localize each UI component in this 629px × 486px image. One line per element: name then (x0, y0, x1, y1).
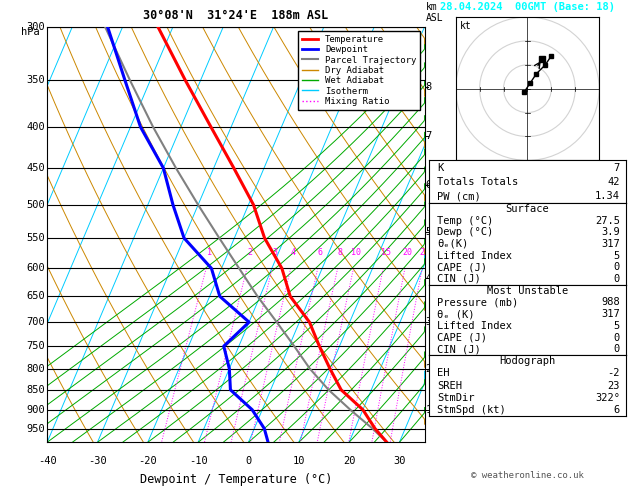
Text: 27.5: 27.5 (595, 216, 620, 226)
Text: Totals Totals: Totals Totals (437, 177, 518, 187)
Text: 317: 317 (601, 309, 620, 319)
Text: 500: 500 (26, 200, 45, 210)
Text: 800: 800 (26, 364, 45, 374)
Text: 42: 42 (608, 177, 620, 187)
Text: SREH: SREH (437, 381, 462, 391)
Text: 650: 650 (26, 291, 45, 301)
Text: 900: 900 (26, 405, 45, 415)
Text: 20: 20 (402, 247, 412, 257)
Text: 750: 750 (26, 341, 45, 351)
Text: 8: 8 (426, 82, 432, 92)
Text: 7: 7 (614, 162, 620, 173)
Text: 550: 550 (26, 233, 45, 243)
Text: PW (cm): PW (cm) (437, 191, 481, 201)
Text: 300: 300 (26, 22, 45, 32)
Text: kt: kt (460, 21, 472, 31)
Text: 2: 2 (426, 364, 432, 374)
Text: 30: 30 (393, 455, 406, 466)
Text: 0: 0 (245, 455, 252, 466)
Text: 4: 4 (426, 273, 432, 282)
Text: StmSpd (kt): StmSpd (kt) (437, 405, 506, 415)
Text: 23: 23 (608, 381, 620, 391)
Text: 28.04.2024  00GMT (Base: 18): 28.04.2024 00GMT (Base: 18) (440, 2, 615, 12)
Text: 5: 5 (426, 226, 432, 237)
Legend: Temperature, Dewpoint, Parcel Trajectory, Dry Adiabat, Wet Adiabat, Isotherm, Mi: Temperature, Dewpoint, Parcel Trajectory… (298, 31, 420, 109)
Text: -40: -40 (38, 455, 57, 466)
Text: -20: -20 (138, 455, 157, 466)
Text: K: K (437, 162, 443, 173)
Text: StmDir: StmDir (437, 393, 474, 403)
Text: 350: 350 (26, 75, 45, 86)
Text: 7: 7 (426, 132, 432, 141)
Text: 322°: 322° (595, 393, 620, 403)
Text: 3.9: 3.9 (601, 227, 620, 237)
Text: CAPE (J): CAPE (J) (437, 332, 487, 343)
Text: Dewpoint / Temperature (°C): Dewpoint / Temperature (°C) (140, 473, 332, 486)
Text: 8: 8 (338, 247, 343, 257)
Text: 850: 850 (26, 385, 45, 395)
Text: © weatheronline.co.uk: © weatheronline.co.uk (471, 471, 584, 480)
Text: CIN (J): CIN (J) (437, 345, 481, 354)
Text: 5: 5 (614, 321, 620, 331)
Text: Hodograph: Hodograph (499, 356, 555, 366)
Text: 0: 0 (614, 274, 620, 284)
Text: km
ASL: km ASL (426, 2, 443, 23)
Text: 988: 988 (601, 297, 620, 308)
Text: 10: 10 (351, 247, 361, 257)
Text: 400: 400 (26, 122, 45, 132)
Text: 700: 700 (26, 317, 45, 327)
Text: 1.34: 1.34 (595, 191, 620, 201)
Text: CAPE (J): CAPE (J) (437, 262, 487, 272)
Text: 0: 0 (614, 345, 620, 354)
Text: 600: 600 (26, 263, 45, 274)
Text: 450: 450 (26, 163, 45, 173)
Text: 10: 10 (292, 455, 305, 466)
Text: 0: 0 (614, 262, 620, 272)
Text: 0: 0 (614, 332, 620, 343)
Text: θₑ(K): θₑ(K) (437, 239, 468, 249)
Text: 5: 5 (614, 251, 620, 260)
Text: 25: 25 (420, 247, 430, 257)
Text: 2: 2 (247, 247, 252, 257)
Text: 950: 950 (26, 424, 45, 434)
Text: Dewp (°C): Dewp (°C) (437, 227, 493, 237)
Text: 30°08'N  31°24'E  188m ASL: 30°08'N 31°24'E 188m ASL (143, 9, 328, 22)
Text: EH: EH (437, 368, 449, 379)
Text: θₑ (K): θₑ (K) (437, 309, 474, 319)
Text: 1: 1 (426, 405, 432, 415)
Text: Most Unstable: Most Unstable (487, 286, 568, 295)
Text: -30: -30 (88, 455, 107, 466)
Text: Surface: Surface (506, 204, 549, 214)
Text: CIN (J): CIN (J) (437, 274, 481, 284)
Text: 4: 4 (291, 247, 296, 257)
Text: Pressure (mb): Pressure (mb) (437, 297, 518, 308)
Text: 15: 15 (381, 247, 391, 257)
Text: 6: 6 (318, 247, 323, 257)
Text: 1: 1 (207, 247, 212, 257)
Text: -10: -10 (189, 455, 208, 466)
Text: 6: 6 (614, 405, 620, 415)
Text: Mixing Ratio (g/kg): Mixing Ratio (g/kg) (440, 175, 450, 294)
Text: -2: -2 (608, 368, 620, 379)
Text: 20: 20 (343, 455, 355, 466)
Text: Lifted Index: Lifted Index (437, 321, 512, 331)
Text: 3: 3 (426, 317, 432, 327)
Text: 6: 6 (426, 180, 432, 190)
Text: Lifted Index: Lifted Index (437, 251, 512, 260)
Text: 3: 3 (272, 247, 277, 257)
Text: Temp (°C): Temp (°C) (437, 216, 493, 226)
Text: hPa: hPa (21, 27, 40, 37)
Text: 317: 317 (601, 239, 620, 249)
